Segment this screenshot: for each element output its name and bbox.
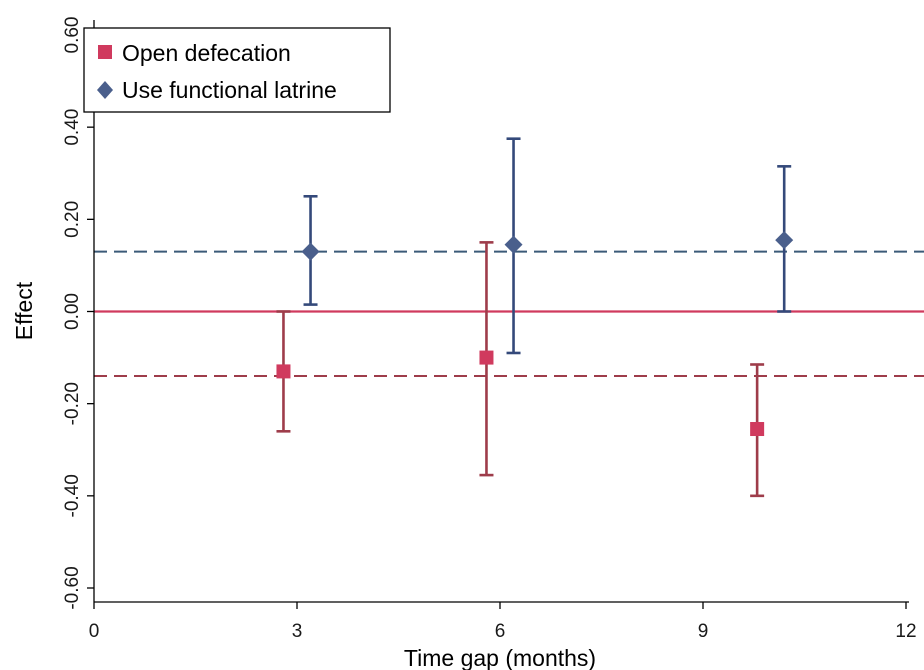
axes: 0.60 0.40 0.20 0.00 -0.20 -0.40 -0.60 0 3 6 9 12 xyxy=(62,17,917,642)
x-axis-title: Time gap (months) xyxy=(404,645,596,670)
y-tick-label-5: -0.40 xyxy=(62,474,83,517)
y-tick-label-2: 0.20 xyxy=(62,201,83,238)
legend-box xyxy=(83,27,391,113)
point-marker-0-2 xyxy=(750,422,765,437)
y-tick-label-0: 0.60 xyxy=(62,17,83,54)
legend-marker-use-functional-latrine xyxy=(97,81,113,99)
y-tick-label-3: 0.00 xyxy=(62,293,83,330)
point-marker-1-0 xyxy=(301,242,320,261)
y-tick-label-4: -0.20 xyxy=(62,382,83,425)
y-tick-label-1: 0.40 xyxy=(62,109,83,146)
x-tick-label-2: 6 xyxy=(495,621,506,642)
x-tick-label-1: 3 xyxy=(292,621,303,642)
x-tick-label-3: 9 xyxy=(698,621,709,642)
legend: Open defecation Use functional latrine xyxy=(83,27,391,113)
legend-marker-open-defecation xyxy=(98,45,112,59)
legend-label-open-defecation: Open defecation xyxy=(122,40,291,66)
plot-area xyxy=(94,137,924,498)
x-tick-label-4: 12 xyxy=(895,621,916,642)
x-tick-label-0: 0 xyxy=(89,621,100,642)
point-marker-0-1 xyxy=(479,350,494,365)
y-tick-label-6: -0.60 xyxy=(62,566,83,609)
point-marker-0-0 xyxy=(276,364,291,379)
y-axis-title: Effect xyxy=(11,281,37,340)
point-marker-1-2 xyxy=(775,231,794,250)
legend-label-use-functional-latrine: Use functional latrine xyxy=(122,77,337,103)
point-marker-1-1 xyxy=(504,235,523,254)
